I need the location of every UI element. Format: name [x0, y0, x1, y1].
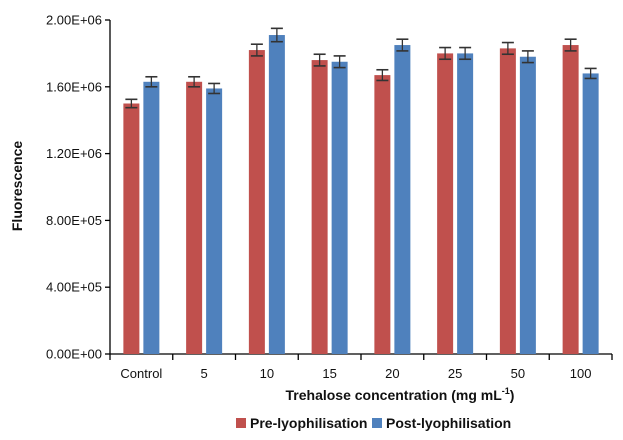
x-axis-title-superscript: -1	[502, 386, 510, 396]
x-tick-label: 25	[448, 366, 462, 381]
x-tick-label: 100	[570, 366, 592, 381]
bar	[519, 56, 536, 355]
y-axis: 0.00E+00 4.00E+05 8.00E+05 1.20E+06 1.60E+06…	[46, 13, 111, 362]
bar	[374, 75, 391, 355]
x-tick-label: 15	[322, 366, 336, 381]
x-axis-title: Trehalose concentration (mg mL-1)	[286, 386, 515, 403]
bar	[394, 45, 411, 355]
bar	[582, 73, 599, 354]
x-axis: Control 5 10 15 20 25 50 100	[109, 353, 613, 381]
y-tick-label: 1.60E+06	[46, 79, 102, 94]
y-axis-title: Fluorescence	[9, 141, 25, 231]
bar	[562, 45, 579, 355]
bar	[311, 60, 328, 355]
legend-swatch	[372, 418, 382, 428]
y-tick-label: 0.00E+00	[46, 347, 102, 362]
bar	[457, 53, 474, 355]
legend-label: Pre-lyophilisation	[250, 415, 367, 431]
x-tick-label: 50	[511, 366, 525, 381]
x-axis-title-suffix: )	[510, 387, 515, 403]
bars	[123, 35, 599, 355]
bar	[499, 48, 516, 354]
error-bars	[125, 27, 597, 109]
x-tick-label: 5	[201, 366, 208, 381]
bar	[331, 61, 348, 354]
y-tick-label: 4.00E+05	[46, 280, 102, 295]
y-tick-label: 2.00E+06	[46, 13, 102, 28]
bar	[186, 81, 203, 354]
legend-swatch	[236, 418, 246, 428]
bar	[437, 53, 454, 355]
legend: Pre-lyophilisation Post-lyophilisation	[236, 415, 511, 431]
y-tick-label: 8.00E+05	[46, 213, 102, 228]
bar	[123, 103, 140, 354]
bar	[248, 50, 265, 355]
x-tick-label: 20	[385, 366, 399, 381]
x-axis-title-main: Trehalose concentration (mg mL	[286, 387, 503, 403]
bar	[206, 88, 223, 354]
y-tick-label: 1.20E+06	[46, 146, 102, 161]
legend-label: Post-lyophilisation	[386, 415, 511, 431]
bar	[143, 81, 160, 354]
bar	[268, 35, 285, 354]
x-tick-label: 10	[260, 366, 274, 381]
x-tick-label: Control	[120, 366, 162, 381]
